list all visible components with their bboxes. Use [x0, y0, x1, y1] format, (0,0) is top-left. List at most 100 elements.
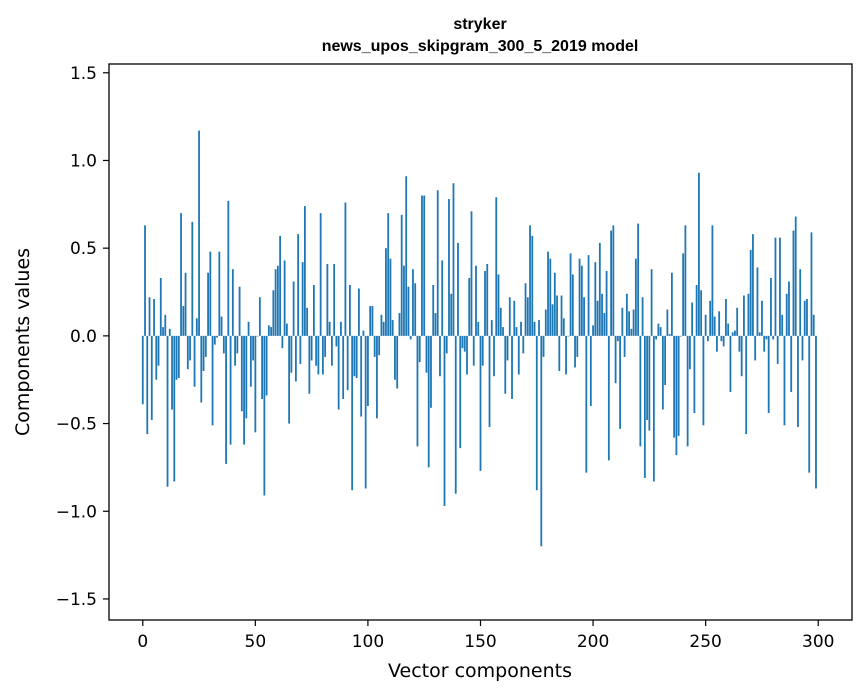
bar-component-221	[639, 335, 642, 447]
bar-component-133	[441, 260, 444, 336]
bar-component-39	[229, 335, 232, 445]
bar-component-281	[774, 237, 777, 336]
bar-component-143	[463, 335, 466, 352]
bar-component-93	[351, 335, 354, 491]
bar-component-7	[157, 335, 160, 366]
bar-component-178	[542, 335, 545, 357]
bar-component-73	[306, 307, 309, 336]
bar-component-101	[369, 306, 372, 336]
bar-component-91	[346, 335, 349, 391]
bar-component-197	[585, 335, 588, 473]
bar-component-131	[436, 190, 439, 336]
bar-component-250	[704, 314, 707, 336]
bar-component-56	[267, 325, 270, 336]
bar-component-171	[526, 297, 529, 336]
bar-component-15	[175, 335, 178, 380]
bar-component-117	[405, 176, 408, 336]
bar-component-53	[261, 335, 263, 399]
bar-component-279	[770, 277, 772, 336]
bar-component-34	[218, 251, 221, 336]
x-axis-ticks: 0 50 100 150 200 250 300	[137, 620, 834, 652]
bar-component-288	[790, 335, 793, 392]
y-tick-label: 1.0	[70, 151, 97, 171]
bar-component-95	[355, 335, 358, 378]
bar-component-62	[281, 335, 284, 349]
bar-component-233	[666, 309, 669, 336]
bar-component-74	[308, 335, 311, 394]
bar-component-240	[682, 253, 685, 336]
bar-component-3	[148, 297, 151, 336]
bar-component-103	[373, 335, 376, 357]
bar-component-291	[797, 335, 799, 428]
bar-component-75	[310, 335, 313, 361]
bar-component-83	[328, 321, 331, 336]
bar-component-67	[292, 281, 295, 336]
bar-component-153	[486, 263, 489, 336]
bar-component-277	[765, 335, 768, 340]
bar-component-60	[276, 265, 279, 336]
x-tick-label: 50	[245, 632, 267, 652]
bar-component-112	[394, 335, 396, 380]
bar-component-118	[407, 286, 410, 336]
y-tick-label: −1.5	[56, 590, 97, 610]
bar-component-177	[540, 335, 543, 547]
bar-component-224	[646, 335, 649, 421]
bar-component-43	[238, 286, 241, 336]
bar-component-194	[578, 258, 581, 336]
bar-component-161	[504, 335, 507, 394]
bar-component-63	[283, 260, 286, 336]
bar-component-228	[655, 335, 658, 340]
bar-component-202	[596, 300, 599, 336]
bar-component-13	[171, 335, 173, 410]
bar-component-5	[153, 299, 155, 336]
bar-component-282	[776, 335, 779, 364]
bar-component-285	[783, 335, 786, 426]
y-tick-label: 1.5	[70, 64, 97, 84]
bar-component-136	[448, 199, 450, 336]
bar-component-12	[168, 328, 171, 336]
bar-component-26	[200, 335, 203, 403]
bar-component-51	[256, 335, 259, 337]
bar-component-102	[371, 306, 374, 336]
bar-component-79	[319, 213, 322, 336]
bar-component-87	[337, 335, 340, 410]
bar-component-185	[558, 335, 561, 371]
bar-component-66	[290, 335, 293, 373]
bar-component-125	[423, 195, 426, 336]
bar-component-298	[812, 314, 815, 336]
bar-component-299	[815, 335, 817, 489]
bar-component-237	[675, 335, 678, 456]
bar-component-274	[758, 332, 761, 336]
bar-component-292	[799, 269, 802, 336]
bar-component-189	[567, 335, 570, 337]
bar-component-254	[713, 316, 716, 336]
bar-component-98	[362, 330, 365, 336]
bar-component-195	[580, 265, 583, 336]
bar-component-25	[198, 130, 200, 336]
bar-component-204	[601, 293, 603, 336]
bar-component-188	[565, 335, 567, 375]
bar-component-40	[231, 269, 234, 336]
bar-component-49	[252, 335, 254, 361]
bar-component-81	[324, 335, 327, 357]
bar-component-155	[490, 320, 493, 336]
bar-component-295	[806, 299, 808, 336]
bar-component-119	[409, 335, 412, 340]
bar-component-97	[360, 335, 363, 417]
bar-component-107	[382, 321, 385, 336]
bar-component-220	[637, 223, 640, 336]
bar-component-134	[443, 335, 446, 506]
y-tick-label: −0.5	[56, 415, 97, 435]
bar-component-239	[679, 335, 682, 337]
bar-component-84	[331, 335, 333, 366]
bar-component-65	[288, 335, 291, 424]
bar-component-219	[634, 258, 637, 336]
bar-component-251	[707, 335, 709, 342]
bar-component-287	[788, 281, 790, 336]
bar-component-226	[650, 269, 653, 336]
bar-component-46	[245, 335, 248, 419]
bar-component-253	[711, 225, 714, 336]
bars-group	[141, 130, 817, 547]
bar-component-184	[556, 295, 558, 336]
bar-component-163	[508, 297, 511, 336]
